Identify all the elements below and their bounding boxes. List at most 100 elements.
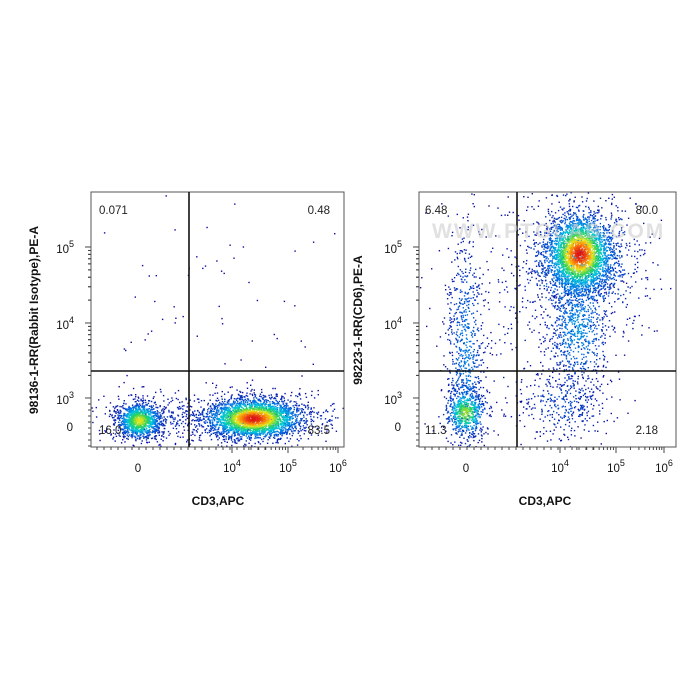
event-dot xyxy=(257,436,259,439)
event-dot xyxy=(462,217,464,219)
event-dot xyxy=(533,270,535,272)
event-dot xyxy=(154,421,157,424)
event-dot xyxy=(119,426,121,428)
event-dot xyxy=(528,321,531,323)
event-dot xyxy=(158,444,160,446)
event-dot xyxy=(224,400,226,403)
event-dot xyxy=(541,296,543,298)
event-dot xyxy=(242,403,244,406)
event-dot xyxy=(238,440,241,442)
event-dot xyxy=(231,407,233,409)
event-dot xyxy=(452,321,454,323)
event-dot xyxy=(148,441,150,443)
event-dot xyxy=(543,288,546,290)
event-dot xyxy=(167,404,169,406)
event-dot xyxy=(280,414,282,416)
event-dot xyxy=(445,437,448,439)
event-dot xyxy=(335,417,337,419)
event-dot xyxy=(296,411,298,413)
event-dot xyxy=(211,413,213,415)
event-dot xyxy=(268,412,270,414)
event-dot xyxy=(296,408,298,411)
event-dot xyxy=(249,393,251,395)
event-dot xyxy=(129,419,131,422)
event-dot xyxy=(259,417,261,419)
event-dot xyxy=(256,418,258,421)
event-dot xyxy=(263,416,265,419)
event-dot xyxy=(237,415,239,417)
event-dot xyxy=(223,432,225,434)
event-dot xyxy=(637,266,639,269)
event-dot xyxy=(299,425,301,427)
event-dot xyxy=(507,214,509,216)
event-dot xyxy=(144,436,147,438)
event-dot xyxy=(520,401,522,403)
event-dot xyxy=(554,355,556,358)
event-dot xyxy=(249,417,251,420)
event-dot xyxy=(317,411,320,413)
event-dot xyxy=(229,436,231,438)
event-dot xyxy=(255,417,257,419)
event-dot xyxy=(447,215,449,217)
event-dot xyxy=(213,420,216,422)
event-dot xyxy=(288,418,291,421)
event-dot xyxy=(234,408,236,410)
event-dot xyxy=(522,232,524,234)
event-dot xyxy=(245,429,247,431)
event-dot xyxy=(432,430,435,432)
event-dot xyxy=(125,420,127,423)
event-dot xyxy=(142,416,144,418)
event-dot xyxy=(265,407,268,409)
event-dot xyxy=(120,442,123,444)
event-dot xyxy=(230,395,233,397)
event-dot xyxy=(252,426,254,428)
event-dot xyxy=(98,399,100,401)
event-dot xyxy=(237,439,239,441)
event-dot xyxy=(118,411,120,413)
event-dot xyxy=(146,409,148,411)
event-dot xyxy=(623,332,625,334)
event-dot xyxy=(130,410,132,413)
event-dot xyxy=(108,415,111,418)
event-dot xyxy=(215,399,217,402)
event-dot xyxy=(232,427,234,430)
event-dot xyxy=(555,352,557,354)
event-dot xyxy=(280,404,282,407)
event-dot xyxy=(242,434,244,436)
event-dot xyxy=(335,430,338,432)
event-dot xyxy=(482,386,485,389)
event-dot xyxy=(290,400,292,402)
event-dot xyxy=(214,429,216,431)
event-dot xyxy=(246,382,248,384)
event-dot xyxy=(202,410,204,412)
event-dot xyxy=(219,407,221,410)
event-dot xyxy=(261,403,263,405)
event-dot xyxy=(281,401,284,403)
event-dot xyxy=(317,434,319,436)
event-dot xyxy=(547,390,549,392)
event-dot xyxy=(312,420,315,423)
event-dot xyxy=(206,226,208,229)
event-dot xyxy=(222,435,224,437)
event-dot xyxy=(136,419,138,421)
event-dot xyxy=(120,414,122,417)
event-dot xyxy=(144,420,147,422)
event-dot xyxy=(127,408,130,411)
event-dot xyxy=(279,432,281,435)
event-dot xyxy=(141,440,143,442)
event-dot xyxy=(268,405,271,408)
event-dot xyxy=(292,410,295,413)
event-dot xyxy=(541,373,543,375)
event-dot xyxy=(157,428,160,430)
event-dot xyxy=(260,401,262,403)
event-dot xyxy=(119,412,121,415)
event-dot xyxy=(163,424,165,427)
event-dot xyxy=(198,439,200,441)
event-dot xyxy=(286,415,288,417)
event-dot xyxy=(227,408,229,410)
event-dot xyxy=(245,418,247,420)
event-dot xyxy=(133,416,136,418)
event-dot xyxy=(182,315,184,318)
event-dot xyxy=(151,418,153,420)
event-dot xyxy=(138,413,140,415)
